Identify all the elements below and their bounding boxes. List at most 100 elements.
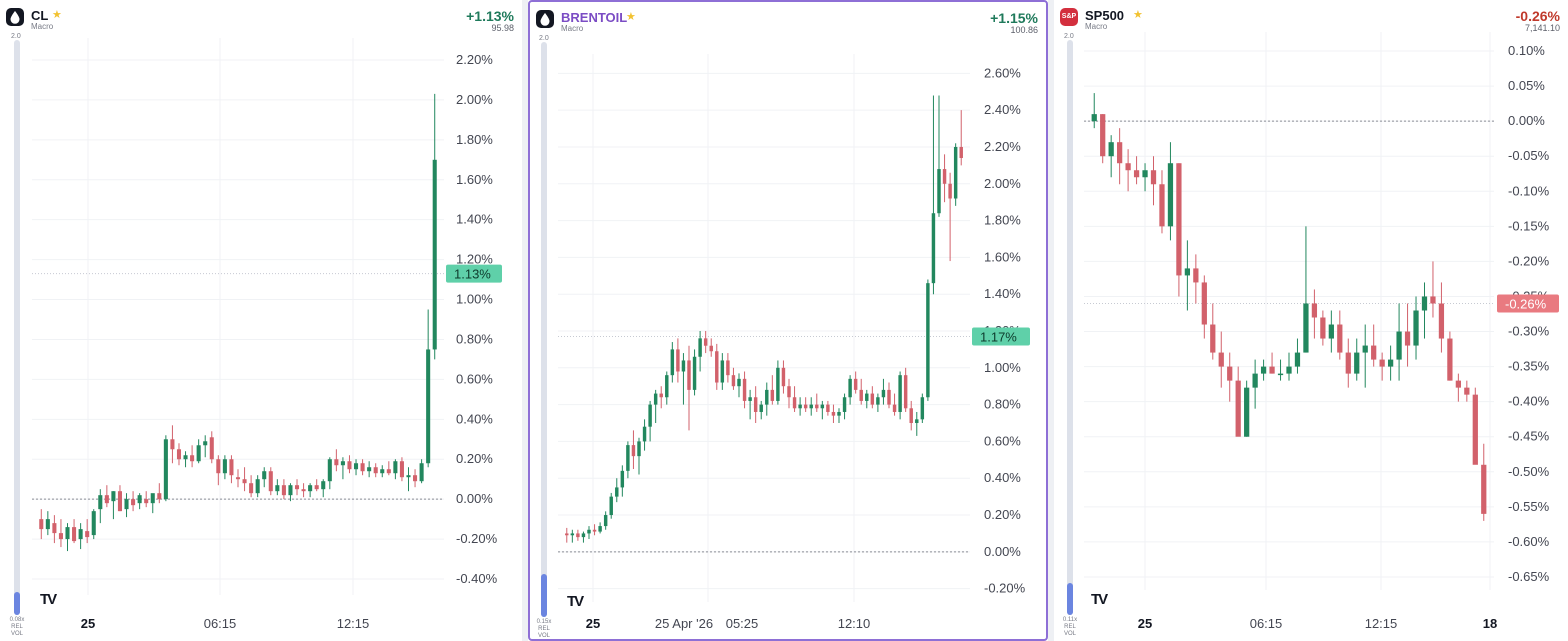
last-price-badge-label: -0.26% [1505, 296, 1547, 311]
candle-body [275, 485, 280, 492]
candlestick-chart-sp500[interactable]: 0.10% 0.05% 0.00% -0.05% -0.10% -0.15% -0.20% -… [1054, 0, 1568, 641]
candle-body [406, 475, 411, 478]
candle-body [576, 533, 580, 538]
y-tick-label: -0.10% [1508, 183, 1550, 198]
candle-body [176, 449, 182, 460]
candle-body [419, 463, 424, 482]
panel-divider[interactable] [1048, 0, 1054, 641]
candle-body [737, 378, 741, 387]
y-tick-label: 1.60% [984, 249, 1021, 264]
y-tick-label: 0.80% [456, 331, 493, 346]
x-tick-label: 25 [586, 616, 600, 631]
y-tick-label: 0.00% [984, 544, 1021, 559]
candle-body [262, 471, 267, 480]
candle-body [631, 445, 636, 457]
candle-body [870, 393, 875, 405]
candle-body [91, 511, 96, 536]
candle-body [386, 469, 391, 474]
last-price: 7,141.10 [1524, 23, 1560, 33]
tradingview-logo-icon[interactable]: TV [567, 593, 584, 610]
candle-body [117, 491, 122, 512]
relative-volume-value: 0.11x [1062, 617, 1078, 623]
candle-body [698, 338, 702, 357]
symbol-name[interactable]: BRENTOIL [561, 10, 628, 25]
y-tick-label: 1.40% [456, 212, 493, 227]
candle-body [731, 375, 736, 387]
symbol-subtitle: Macro [31, 22, 54, 31]
candle-body [953, 146, 958, 199]
candle-body [413, 475, 418, 482]
symbol-name[interactable]: SP500 [1085, 8, 1125, 23]
tradingview-logo-icon[interactable]: TV [1091, 591, 1108, 608]
favorite-star-icon[interactable]: ★ [52, 9, 62, 21]
candle-body [709, 345, 713, 352]
candle-body [1413, 310, 1419, 346]
y-tick-label: 1.00% [456, 292, 493, 307]
candle-body [720, 360, 725, 383]
candle-body [222, 459, 227, 474]
candle-body [598, 526, 602, 532]
candle-body [170, 439, 175, 450]
candle-body [915, 419, 919, 424]
candle-body [1387, 359, 1394, 367]
candle-body [65, 527, 70, 540]
favorite-star-icon[interactable]: ★ [1133, 9, 1143, 21]
y-tick-label: 1.40% [984, 286, 1021, 301]
last-price-badge-label: 1.13% [454, 267, 491, 282]
candle-body [1227, 366, 1233, 381]
y-tick-label: -0.20% [984, 581, 1026, 596]
candle-body [665, 375, 669, 398]
candle-body [753, 397, 758, 412]
candle-body [842, 397, 847, 412]
candle-body [1472, 394, 1478, 465]
y-tick-label: -0.40% [1508, 394, 1550, 409]
candle-body [360, 463, 365, 472]
change-percent: +1.13% [466, 8, 514, 24]
candle-body [1184, 268, 1191, 276]
droplet-icon [6, 8, 24, 26]
candlestick-chart-brentoil[interactable]: 2.60%2.40%2.20%2.00%1.80%1.60%1.40%1.20%… [530, 2, 1046, 639]
candle-body [327, 459, 332, 482]
candlestick-chart-cl[interactable]: 2.20% 2.00% 1.80% 1.60% 1.40% 1.20% 1.00% 0.80%… [0, 0, 522, 641]
candle-body [592, 529, 597, 532]
y-tick-label: 0.20% [456, 451, 493, 466]
tradingview-logo-icon[interactable]: TV [40, 591, 57, 608]
candle-body [373, 467, 378, 474]
x-tick-label: 12:15 [337, 616, 370, 631]
candle-body [1176, 163, 1182, 276]
y-tick-label: 2.40% [984, 102, 1021, 117]
rel-label: REL [1064, 624, 1076, 630]
relative-volume-value: 0.15x [536, 619, 552, 625]
candle-body [137, 495, 142, 504]
candle-body [72, 527, 77, 542]
symbol-name[interactable]: CL [31, 8, 49, 23]
candle-body [1379, 359, 1385, 367]
chart-panel-sp500[interactable]: S&P SP500 ★ Macro -0.26% 7,141.10 2.0 0.… [1054, 0, 1568, 641]
chart-panel-cl[interactable]: CL ★ Macro +1.13% 95.98 2.0 0.08x REL VO… [0, 0, 522, 641]
candle-body [131, 499, 136, 506]
candle-body [1108, 142, 1114, 157]
x-tick-label: 12:15 [1365, 616, 1398, 631]
favorite-star-icon[interactable]: ★ [626, 11, 636, 23]
candle-body [781, 367, 786, 387]
rel-label: REL [11, 624, 23, 630]
candle-body [1277, 373, 1284, 376]
y-tick-label: 1.00% [984, 360, 1021, 375]
candle-body [1260, 366, 1267, 374]
candle-body [615, 487, 619, 497]
panel-divider[interactable] [522, 0, 528, 641]
symbol-subtitle: Macro [1085, 22, 1108, 31]
candle-body [942, 169, 947, 184]
symbol-subtitle: Macro [561, 24, 584, 33]
candle-body [111, 491, 116, 502]
candle-body [294, 485, 300, 490]
chart-panel-brentoil[interactable]: BRENTOIL ★ Macro +1.15% 100.86 2.0 0.15x… [528, 0, 1048, 641]
symbol-header-brentoil: BRENTOIL ★ Macro +1.15% 100.86 [536, 8, 1038, 36]
candle-body [321, 481, 326, 490]
candle-body [837, 411, 841, 416]
y-tick-label: 2.20% [984, 139, 1021, 154]
candle-body [1193, 268, 1199, 283]
volume-scale-max: 2.0 [11, 33, 21, 40]
candle-body [887, 389, 891, 405]
candle-body [637, 441, 641, 457]
